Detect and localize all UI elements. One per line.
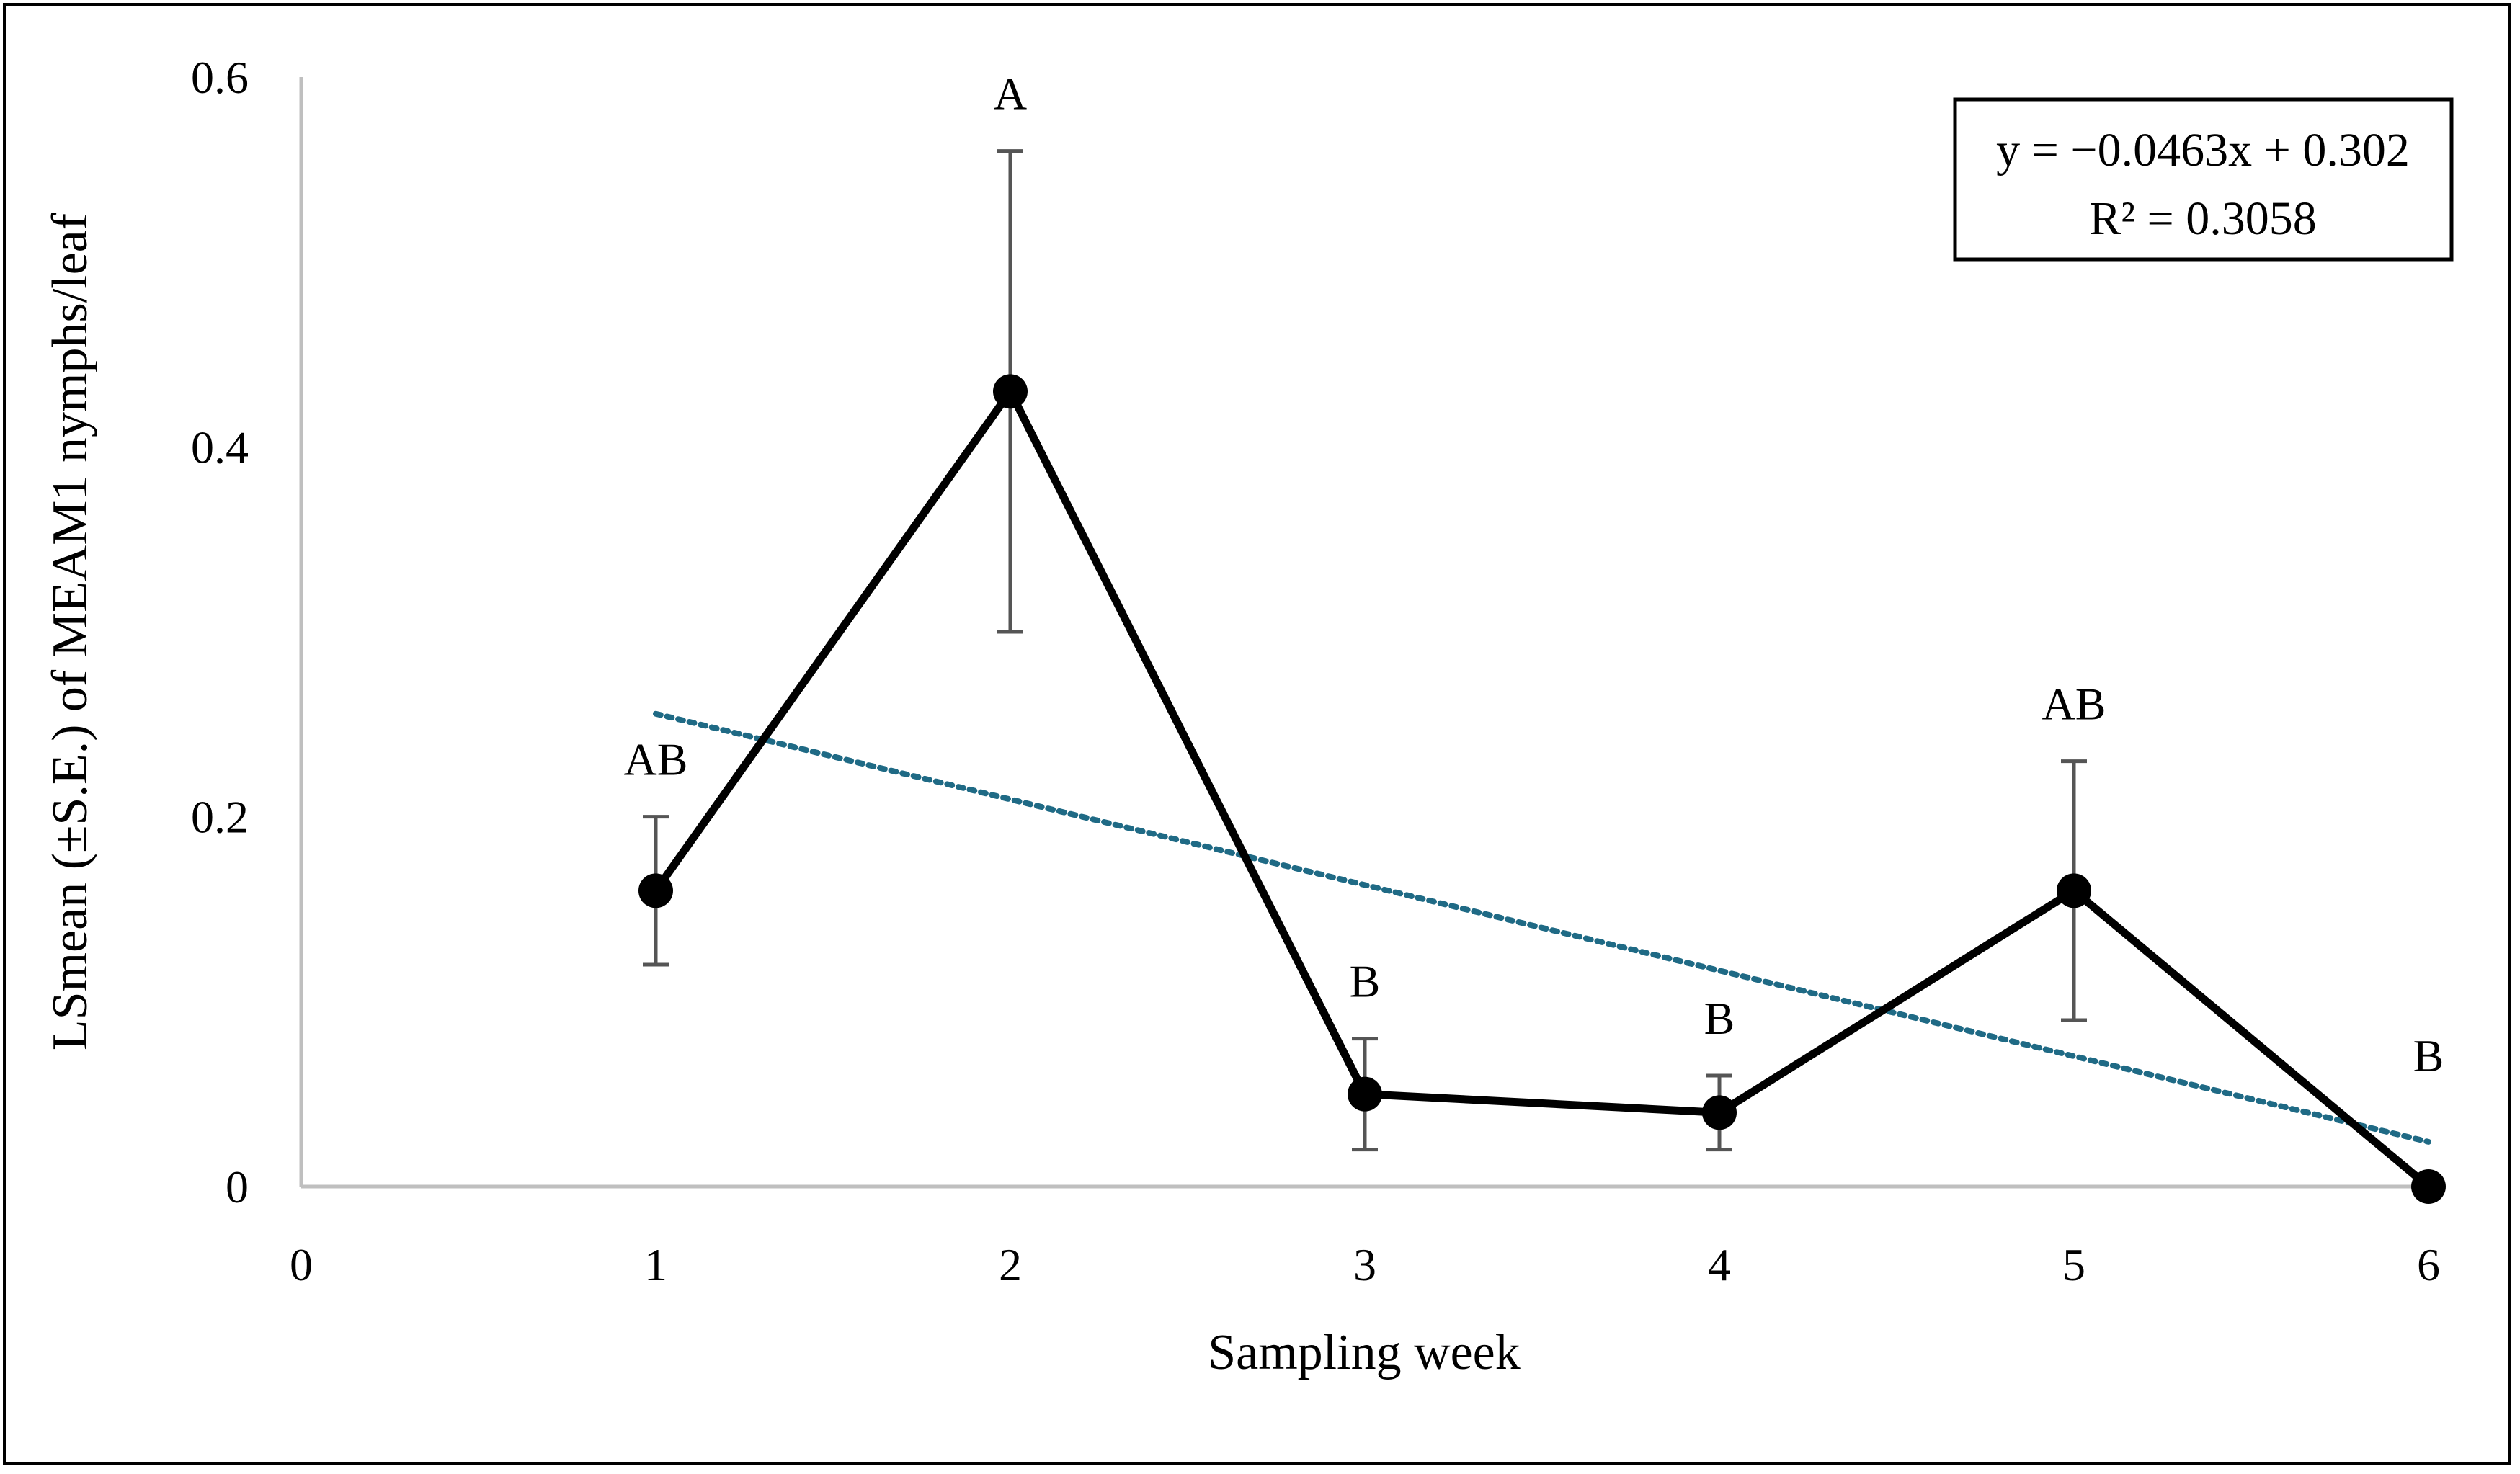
trendline bbox=[653, 710, 2431, 1145]
trendline-r-squared: R² = 0.3058 bbox=[2089, 192, 2317, 245]
data-point bbox=[993, 374, 1028, 409]
equation-box-border bbox=[1953, 97, 2454, 262]
y-tick-label: 0 bbox=[226, 1161, 249, 1212]
series-layer bbox=[638, 374, 2446, 1204]
x-tick-label: 0 bbox=[290, 1239, 313, 1290]
x-tick-label: 3 bbox=[1353, 1239, 1376, 1290]
x-tick-label: 2 bbox=[999, 1239, 1022, 1290]
trendline-equation: y = −0.0463x + 0.302 bbox=[1996, 124, 2410, 177]
x-tick-label: 5 bbox=[2062, 1239, 2085, 1290]
data-point bbox=[1702, 1095, 1737, 1130]
y-tick-label: 0.2 bbox=[191, 792, 249, 843]
x-axis-title: Sampling week bbox=[1208, 1325, 1521, 1380]
significance-label: B bbox=[1350, 956, 1381, 1007]
data-point bbox=[638, 873, 673, 908]
axes bbox=[299, 77, 2428, 1189]
x-tick-label: 6 bbox=[2417, 1239, 2440, 1290]
data-point bbox=[2057, 873, 2091, 908]
data-point bbox=[1348, 1076, 1382, 1112]
significance-label: AB bbox=[2042, 679, 2106, 730]
x-tick-label: 4 bbox=[1708, 1239, 1731, 1290]
y-tick-label: 0.6 bbox=[191, 52, 249, 103]
x-tick-label: 1 bbox=[644, 1239, 667, 1290]
equation-box: y = −0.0463x + 0.302 R² = 0.3058 bbox=[1953, 97, 2454, 262]
y-tick-label: 0.4 bbox=[191, 421, 249, 473]
y-axis-title: LSmean (±S.E.) of MEAM1 nymphs/leaf bbox=[43, 213, 98, 1050]
trendline-layer bbox=[653, 710, 2431, 1145]
x-tick-labels: 0 1 2 3 4 5 6 bbox=[290, 1239, 2440, 1290]
data-point bbox=[2411, 1169, 2446, 1204]
significance-label: AB bbox=[624, 734, 688, 785]
significance-label: B bbox=[1704, 993, 1735, 1044]
significance-label: B bbox=[2413, 1030, 2444, 1081]
series-line bbox=[652, 383, 2431, 1190]
significance-label: A bbox=[994, 68, 1027, 120]
y-tick-labels: 0 0.2 0.4 0.6 bbox=[191, 52, 249, 1212]
